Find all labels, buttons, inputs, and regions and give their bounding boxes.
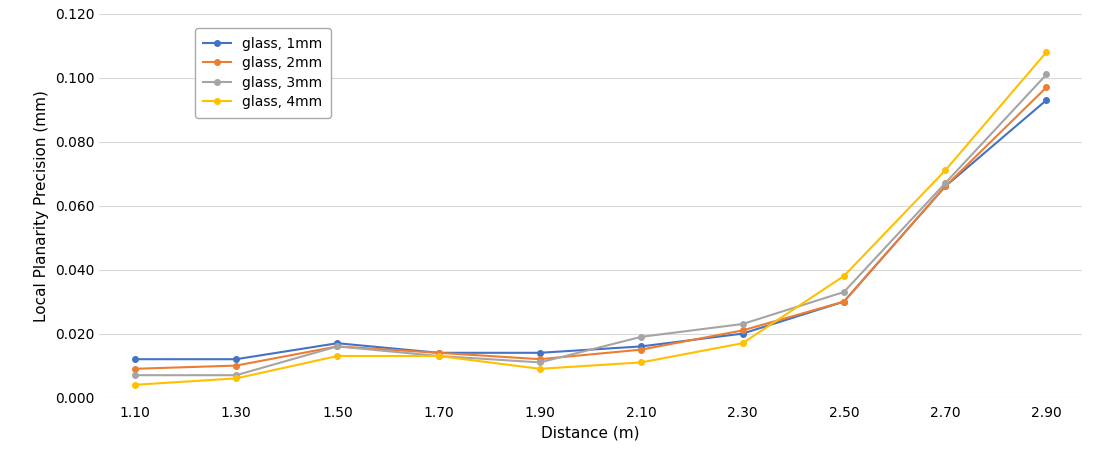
- glass, 3mm: [837, 289, 850, 295]
- glass, 1mm: [1040, 97, 1053, 103]
- glass, 1mm: [837, 299, 850, 304]
- glass, 3mm: [1040, 72, 1053, 77]
- glass, 3mm: [736, 321, 750, 327]
- glass, 2mm: [635, 347, 648, 352]
- glass, 3mm: [128, 372, 141, 378]
- glass, 3mm: [533, 360, 546, 365]
- glass, 2mm: [230, 363, 243, 368]
- glass, 1mm: [331, 340, 344, 346]
- glass, 3mm: [432, 353, 445, 359]
- Line: glass, 1mm: glass, 1mm: [132, 97, 1049, 362]
- glass, 2mm: [432, 350, 445, 356]
- glass, 1mm: [635, 344, 648, 349]
- glass, 1mm: [128, 356, 141, 362]
- glass, 3mm: [331, 344, 344, 349]
- glass, 1mm: [736, 331, 750, 336]
- glass, 2mm: [1040, 85, 1053, 90]
- Line: glass, 2mm: glass, 2mm: [132, 85, 1049, 372]
- glass, 4mm: [1040, 49, 1053, 55]
- glass, 3mm: [938, 181, 952, 186]
- glass, 2mm: [736, 328, 750, 333]
- glass, 4mm: [837, 273, 850, 279]
- glass, 2mm: [128, 366, 141, 372]
- Line: glass, 3mm: glass, 3mm: [132, 72, 1049, 378]
- glass, 4mm: [230, 376, 243, 381]
- glass, 4mm: [938, 168, 952, 173]
- glass, 4mm: [533, 366, 546, 372]
- glass, 4mm: [331, 353, 344, 359]
- glass, 2mm: [837, 299, 850, 304]
- glass, 4mm: [635, 360, 648, 365]
- glass, 4mm: [432, 353, 445, 359]
- glass, 3mm: [635, 334, 648, 340]
- glass, 3mm: [230, 372, 243, 378]
- X-axis label: Distance (m): Distance (m): [541, 425, 640, 441]
- glass, 1mm: [432, 350, 445, 356]
- Line: glass, 4mm: glass, 4mm: [132, 49, 1049, 388]
- glass, 1mm: [938, 184, 952, 189]
- glass, 1mm: [230, 356, 243, 362]
- glass, 2mm: [331, 344, 344, 349]
- Y-axis label: Local Planarity Precision (mm): Local Planarity Precision (mm): [34, 90, 50, 322]
- glass, 2mm: [533, 356, 546, 362]
- Legend: glass, 1mm, glass, 2mm, glass, 3mm, glass, 4mm: glass, 1mm, glass, 2mm, glass, 3mm, glas…: [194, 28, 330, 117]
- glass, 4mm: [736, 340, 750, 346]
- glass, 4mm: [128, 382, 141, 388]
- glass, 1mm: [533, 350, 546, 356]
- glass, 2mm: [938, 184, 952, 189]
